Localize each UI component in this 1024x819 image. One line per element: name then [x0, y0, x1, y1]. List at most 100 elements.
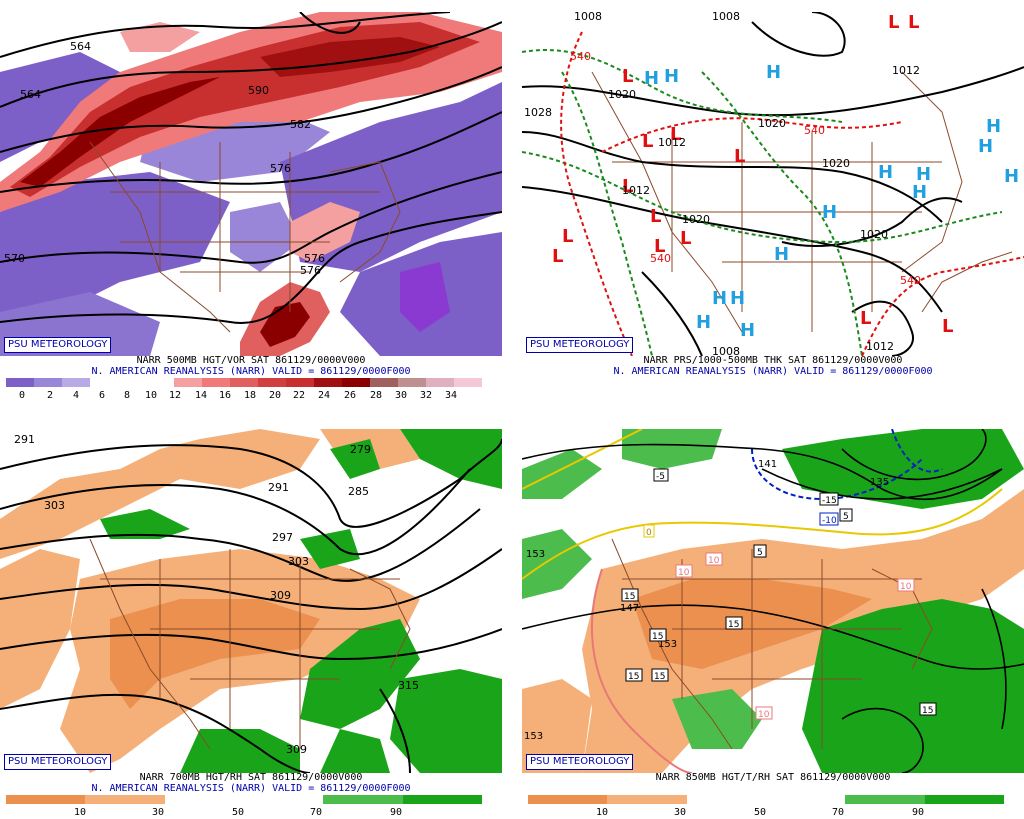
- contour-label: 315: [398, 679, 419, 692]
- contour-label: 1020: [822, 157, 850, 170]
- high-pressure-symbol: H: [696, 312, 711, 333]
- temperature-box-label: 15: [654, 672, 665, 682]
- contour-label: 153: [524, 731, 543, 742]
- high-pressure-symbol: H: [644, 68, 659, 89]
- contour-label: 1020: [860, 228, 888, 241]
- contour-label: 1020: [758, 117, 786, 130]
- thickness-label: 540: [804, 124, 825, 137]
- thickness-label: 540: [650, 252, 671, 265]
- contour-label: 1012: [622, 184, 650, 197]
- scale-label: 90: [389, 807, 403, 818]
- temperature-box-label: 15: [728, 620, 739, 630]
- scale-label: 50: [231, 807, 245, 818]
- temperature-box-label: 15: [922, 706, 933, 716]
- temperature-box-label: -10: [822, 516, 837, 526]
- vorticity-scale-labels: 0 2 4 6 8 10 12 14 16 18 20 22 24 26 28 …: [0, 390, 502, 402]
- contour-labels-850mb: 141 135 153 147 153 153 15 15 15 15 15 1…: [524, 459, 937, 742]
- low-pressure-symbol: L: [908, 12, 919, 33]
- high-pressure-symbol: H: [774, 244, 789, 265]
- contour-label: 1012: [866, 340, 894, 353]
- high-pressure-symbol: H: [712, 288, 727, 309]
- panel-850mb-t-rh: 141 135 153 147 153 153 15 15 15 15 15 1…: [522, 429, 1024, 819]
- contour-label: 303: [288, 555, 309, 568]
- contour-labels-500mb: 564 564 570 576 576 590 582 576: [4, 40, 325, 277]
- contour-label: 303: [44, 499, 65, 512]
- panel-subtitle: N. AMERICAN REANALYSIS (NARR) VALID = 86…: [91, 783, 411, 794]
- contour-label: 1008: [712, 12, 740, 23]
- scale-label: 20: [268, 390, 282, 401]
- vorticity-colorbar: [6, 378, 482, 387]
- scale-label: 28: [369, 390, 383, 401]
- contour-label: 1020: [682, 213, 710, 226]
- contour-label: 1028: [524, 106, 552, 119]
- low-pressure-symbol: L: [642, 131, 653, 152]
- contour-label: 309: [286, 743, 307, 756]
- high-pressure-symbol: H: [1004, 166, 1019, 187]
- contour-label: 285: [348, 485, 369, 498]
- contour-label: 564: [20, 88, 41, 101]
- scale-label: 26: [343, 390, 357, 401]
- scale-label: 10: [595, 807, 609, 818]
- contour-label: 576: [304, 252, 325, 265]
- contour-label: 141: [758, 459, 777, 470]
- temperature-box-label: 15: [624, 592, 635, 602]
- contour-label: 153: [658, 639, 677, 650]
- map-850mb-t-rh: [522, 429, 1024, 773]
- contour-label: 576: [300, 264, 321, 277]
- scale-label: 30: [394, 390, 408, 401]
- scale-label: 30: [151, 807, 165, 818]
- low-pressure-symbol: L: [680, 228, 691, 249]
- contour-label: 153: [526, 549, 545, 560]
- pressure-centers: L L L L L L L L L L L L L L H H H H H H …: [524, 12, 1019, 356]
- high-pressure-symbol: H: [730, 288, 745, 309]
- contour-label: 1020: [608, 88, 636, 101]
- temperature-box-label: 15: [652, 632, 663, 642]
- temperature-box-label: 15: [628, 672, 639, 682]
- rh-colorbar: [6, 795, 482, 804]
- high-pressure-symbol: H: [986, 116, 1001, 137]
- temperature-box-label: -5: [656, 472, 665, 482]
- temperature-box-label: 5: [757, 548, 763, 558]
- scale-label: 4: [72, 390, 80, 401]
- low-pressure-symbol: L: [622, 66, 633, 87]
- scale-label: 2: [46, 390, 54, 401]
- scale-label: 10: [144, 390, 158, 401]
- scale-label: 90: [911, 807, 925, 818]
- scale-label: 6: [98, 390, 106, 401]
- scale-label: 34: [444, 390, 458, 401]
- high-pressure-symbol: H: [878, 162, 893, 183]
- scale-label: 30: [673, 807, 687, 818]
- temperature-box-label: 10: [900, 582, 912, 592]
- scale-label: 24: [317, 390, 331, 401]
- contour-label: 570: [4, 252, 25, 265]
- high-pressure-symbol: H: [912, 182, 927, 203]
- contour-label: 297: [272, 531, 293, 544]
- low-pressure-symbol: L: [942, 316, 953, 337]
- panel-700mb-rh: 291 279 303 291 285 297 303 309 315 309 …: [0, 429, 502, 819]
- low-pressure-symbol: L: [552, 246, 563, 267]
- contour-label: 291: [268, 481, 289, 494]
- low-pressure-symbol: L: [650, 206, 661, 227]
- high-pressure-symbol: H: [822, 202, 837, 223]
- scale-label: 32: [419, 390, 433, 401]
- contour-label: 279: [350, 443, 371, 456]
- psu-meteorology-badge: PSU METEOROLOGY: [526, 337, 634, 353]
- panel-500mb-vorticity: PSU METEOROLOGY 564 564 570 576 576 590 …: [0, 12, 502, 402]
- temperature-box-label: 0: [646, 528, 652, 538]
- panel-title: NARR PRS/1000-500MB THK SAT 861129/0000V…: [643, 355, 903, 366]
- low-pressure-symbol: L: [734, 146, 745, 167]
- contour-labels-700mb: 291 279 303 291 285 297 303 309 315 309: [14, 433, 419, 756]
- low-pressure-symbol: L: [654, 236, 665, 257]
- contour-label: 1008: [574, 12, 602, 23]
- contour-label: 309: [270, 589, 291, 602]
- temperature-box-label: 10: [708, 556, 720, 566]
- panel-title: NARR 700MB HGT/RH SAT 861129/0000V000: [139, 772, 363, 783]
- scale-label: 70: [831, 807, 845, 818]
- map-mslp-thickness: [522, 12, 1024, 356]
- psu-meteorology-badge: PSU METEOROLOGY: [4, 337, 112, 353]
- contour-label: 1012: [658, 136, 686, 149]
- panel-title: NARR 850MB HGT/T/RH SAT 861129/0000V000: [655, 772, 891, 783]
- low-pressure-symbol: L: [622, 176, 633, 197]
- temperature-box-label: 10: [758, 710, 770, 720]
- high-pressure-symbol: H: [978, 136, 993, 157]
